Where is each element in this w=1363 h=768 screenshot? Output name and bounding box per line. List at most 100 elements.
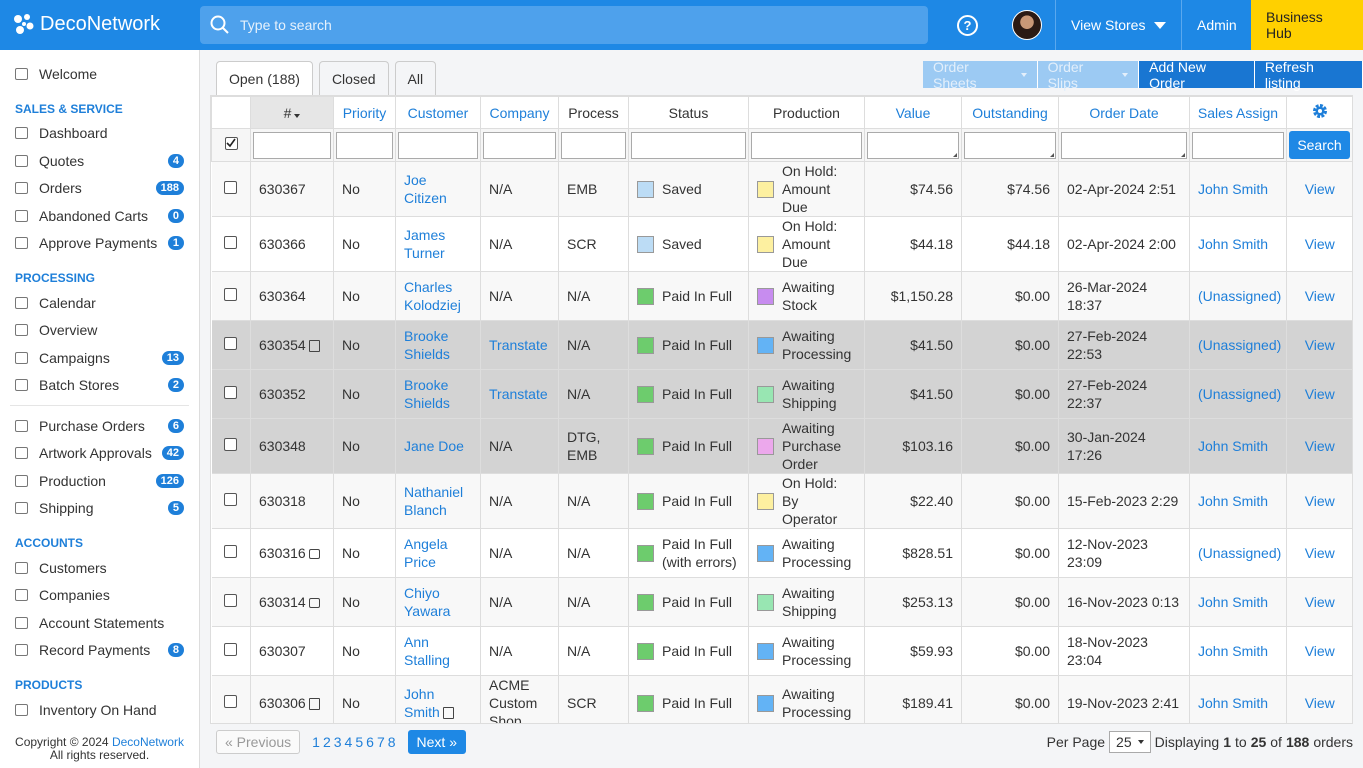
- row-checkbox[interactable]: [224, 386, 238, 399]
- nav-item[interactable]: Record Payments 8: [0, 637, 199, 665]
- customer-link[interactable]: Joe Citizen: [404, 172, 447, 206]
- add-new-order[interactable]: Add New Order: [1139, 59, 1255, 91]
- help-icon[interactable]: ?: [957, 15, 978, 36]
- nav-item[interactable]: Artwork Approvals 42: [0, 440, 199, 468]
- page-link[interactable]: 4: [344, 734, 353, 750]
- page-link[interactable]: 3: [333, 734, 342, 750]
- sales-assign[interactable]: (Unassigned): [1198, 386, 1282, 402]
- nav-item[interactable]: Calendar: [0, 289, 199, 317]
- view-link[interactable]: View: [1304, 438, 1335, 454]
- sales-assign[interactable]: John Smith: [1198, 181, 1269, 197]
- nav-item[interactable]: Overview: [0, 317, 199, 345]
- company[interactable]: Transtate: [489, 337, 548, 353]
- sales-assign[interactable]: John Smith: [1198, 695, 1269, 711]
- filter-area[interactable]: [1061, 131, 1187, 159]
- previous-button[interactable]: « Previous: [216, 730, 301, 754]
- row-checkbox[interactable]: [224, 288, 238, 301]
- search-box[interactable]: Type to search: [200, 6, 928, 44]
- nav-item[interactable]: Dashboard: [0, 120, 199, 148]
- filter-text[interactable]: [398, 131, 478, 159]
- avatar[interactable]: [1012, 10, 1042, 40]
- sales-assign[interactable]: John Smith: [1198, 643, 1269, 659]
- row-checkbox[interactable]: [224, 236, 238, 249]
- view-link[interactable]: View: [1304, 695, 1335, 711]
- logo[interactable]: DecoNetwork: [12, 12, 160, 36]
- page-link[interactable]: 8: [387, 734, 396, 750]
- customer-link[interactable]: Brooke Shields: [404, 377, 450, 411]
- customer-link[interactable]: Angela Price: [404, 536, 448, 570]
- row-checkbox[interactable]: [224, 643, 238, 656]
- sales-assign[interactable]: John Smith: [1198, 438, 1269, 454]
- column-header[interactable]: Sales Assign: [1189, 96, 1287, 129]
- nav-item[interactable]: Welcome: [0, 60, 199, 88]
- filter-select[interactable]: [336, 131, 393, 159]
- filter-select[interactable]: [751, 131, 862, 159]
- column-header[interactable]: Priority: [333, 96, 396, 129]
- company[interactable]: Transtate: [489, 386, 548, 402]
- page-link[interactable]: 5: [355, 734, 364, 750]
- customer-link[interactable]: Nathaniel Blanch: [404, 484, 464, 518]
- row-checkbox[interactable]: [224, 594, 238, 607]
- tab[interactable]: Open (188): [216, 61, 313, 95]
- sales-assign[interactable]: John Smith: [1198, 594, 1269, 610]
- customer-link[interactable]: James Turner: [404, 227, 446, 261]
- nav-item[interactable]: Companies: [0, 582, 199, 610]
- sales-assign[interactable]: John Smith: [1198, 493, 1269, 509]
- nav-item[interactable]: Orders 188: [0, 175, 199, 203]
- column-header[interactable]: Outstanding: [961, 96, 1059, 129]
- sales-assign[interactable]: (Unassigned): [1198, 545, 1282, 561]
- row-checkbox[interactable]: [224, 438, 238, 451]
- filter-select[interactable]: [631, 131, 746, 159]
- column-header[interactable]: Customer: [395, 96, 481, 129]
- filter-select[interactable]: [1192, 131, 1284, 159]
- select-all-checkbox[interactable]: [224, 137, 238, 150]
- nav-item[interactable]: Production 126: [0, 467, 199, 495]
- customer-link[interactable]: Ann Stalling: [404, 634, 450, 668]
- nav-item[interactable]: Campaigns 13: [0, 344, 199, 372]
- filter-text[interactable]: [483, 131, 556, 159]
- view-link[interactable]: View: [1304, 337, 1335, 353]
- view-link[interactable]: View: [1304, 181, 1335, 197]
- copyright-link[interactable]: DecoNetwork: [111, 735, 184, 749]
- view-link[interactable]: View: [1304, 386, 1335, 402]
- column-header[interactable]: Order Date: [1058, 96, 1190, 129]
- nav-item[interactable]: Batch Stores 2: [0, 372, 199, 400]
- order-slips[interactable]: Order Slips: [1037, 59, 1140, 91]
- nav-item[interactable]: Inventory On Hand: [0, 696, 199, 724]
- view-stores[interactable]: View Stores: [1055, 0, 1182, 50]
- filter-text[interactable]: [253, 131, 331, 159]
- nav-item[interactable]: Quotes 4: [0, 147, 199, 175]
- search-button[interactable]: Search: [1289, 131, 1350, 159]
- view-link[interactable]: View: [1304, 594, 1335, 610]
- column-header[interactable]: Value: [864, 96, 962, 129]
- nav-item[interactable]: Customers: [0, 554, 199, 582]
- page-link[interactable]: 2: [322, 734, 331, 750]
- nav-item[interactable]: Approve Payments 1: [0, 230, 199, 258]
- business-hub[interactable]: Business Hub: [1251, 0, 1363, 50]
- column-header[interactable]: Process: [558, 96, 629, 129]
- view-link[interactable]: View: [1304, 493, 1335, 509]
- nav-item[interactable]: Purchase Orders 6: [0, 412, 199, 440]
- nav-item[interactable]: Shipping 5: [0, 495, 199, 523]
- sales-assign[interactable]: (Unassigned): [1198, 337, 1282, 353]
- column-header[interactable]: Production: [748, 96, 865, 129]
- settings-column[interactable]: [1286, 96, 1352, 129]
- column-header[interactable]: Status: [628, 96, 749, 129]
- tab[interactable]: All: [394, 61, 437, 95]
- view-link[interactable]: View: [1304, 288, 1335, 304]
- row-checkbox[interactable]: [224, 337, 238, 350]
- order-sheets[interactable]: Order Sheets: [923, 59, 1038, 91]
- per-page-select[interactable]: 25: [1109, 731, 1151, 753]
- customer-link[interactable]: John Smith: [404, 686, 440, 720]
- customer-link[interactable]: Brooke Shields: [404, 328, 450, 362]
- customer-link[interactable]: Jane Doe: [404, 438, 464, 454]
- page-link[interactable]: 6: [366, 734, 374, 750]
- sales-assign[interactable]: (Unassigned): [1198, 288, 1282, 304]
- filter-area[interactable]: [964, 131, 1056, 159]
- row-checkbox[interactable]: [224, 181, 238, 194]
- filter-select[interactable]: [561, 131, 626, 159]
- row-checkbox[interactable]: [224, 545, 238, 558]
- tab[interactable]: Closed: [318, 61, 389, 95]
- admin[interactable]: Admin: [1181, 0, 1251, 50]
- customer-link[interactable]: Chiyo Yawara: [404, 585, 451, 619]
